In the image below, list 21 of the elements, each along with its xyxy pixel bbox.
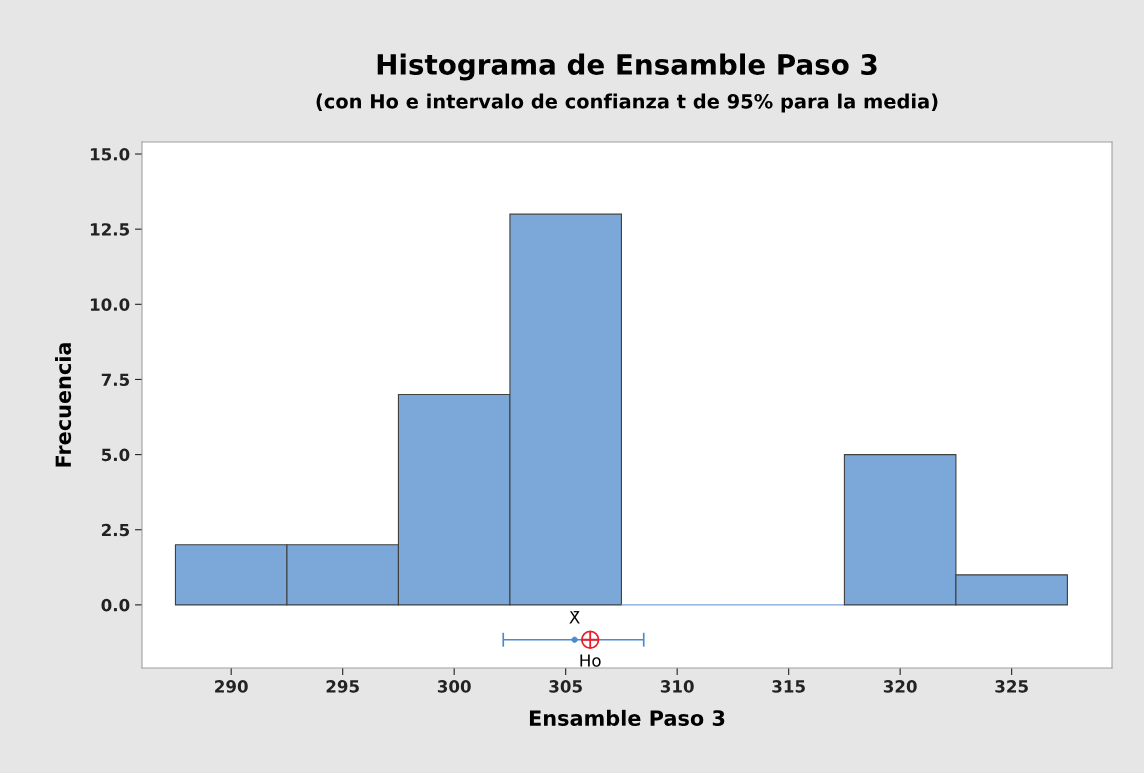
- x-tick-label: 320: [883, 680, 917, 693]
- x-tick-label: 300: [437, 680, 471, 693]
- y-tick-label: 15.0: [90, 147, 130, 161]
- y-tick-label: 7.5: [101, 373, 130, 387]
- x-tick-label: 310: [660, 680, 694, 693]
- y-tick-label: 2.5: [101, 523, 130, 537]
- x-tick-label: 325: [995, 680, 1028, 693]
- y-tick-label: 12.5: [90, 223, 130, 236]
- annotation: X̄: [569, 611, 580, 624]
- x-tick-label: 315: [772, 680, 805, 693]
- annotation: Ho: [580, 654, 601, 667]
- x-axis-title: Ensamble Paso 3: [529, 709, 725, 726]
- x-tick-label: 290: [215, 680, 248, 693]
- y-tick-label: 5.0: [101, 448, 130, 462]
- y-axis-title: Frecuencia: [55, 343, 72, 467]
- x-tick-label: 295: [326, 680, 359, 693]
- y-tick-label: 0.0: [101, 598, 130, 612]
- chart-title: Histograma de Ensamble Paso 3: [377, 53, 877, 81]
- x-tick-label: 305: [549, 680, 582, 693]
- chart-subtitle: (con Ho e intervalo de confianza t de 95% para la media): [316, 93, 938, 113]
- y-tick-label: 10.0: [90, 298, 130, 311]
